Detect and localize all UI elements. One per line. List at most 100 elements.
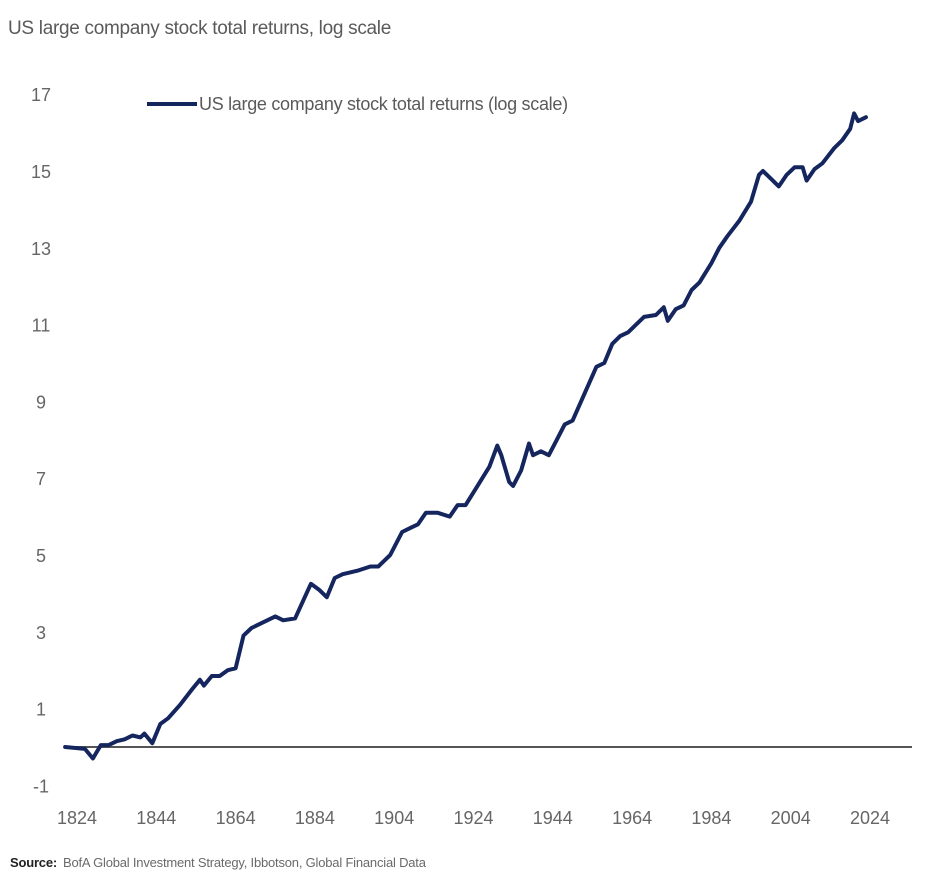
data-point [92,758,94,759]
data-point [211,675,213,677]
data-point [409,527,411,529]
x-tick-label: 2004 [771,808,811,828]
data-point [465,504,467,506]
data-point [457,504,459,506]
data-point [151,742,153,744]
data-point [219,675,221,677]
data-point [548,454,550,456]
data-point [556,439,558,441]
x-tick-label: 1824 [57,808,97,828]
data-point [274,615,276,617]
data-point [500,454,502,456]
data-point [132,735,133,736]
data-point [802,166,804,168]
data-point [100,744,102,746]
data-point [806,180,808,182]
data-point [449,516,451,518]
data-point [496,445,498,447]
data-point [124,738,126,740]
data-point [191,688,193,690]
data-point [603,362,605,364]
data-point [691,289,693,291]
data-point [64,746,66,748]
data-point [437,512,439,514]
data-point [326,596,328,598]
data-point [377,566,379,567]
data-point [667,320,669,322]
data-point [675,308,677,310]
data-point [227,669,229,671]
data-point [243,635,244,637]
data-point [683,304,685,306]
series-group [63,111,868,761]
x-tick-label: 1984 [691,808,731,828]
data-point [310,583,312,585]
data-point [778,185,780,187]
y-axis-ticks: 17 15 13 11 9 7 5 3 1 -1 [31,85,51,796]
source-label: Source: [10,855,58,870]
data-point [572,420,574,422]
source-text: BofA Global Investment Strategy, Ibbotso… [63,855,426,870]
data-point [663,306,665,308]
x-tick-label: 1964 [612,808,652,828]
x-tick-label: 1884 [295,808,335,828]
data-point [235,667,237,669]
data-point [794,166,796,168]
data-point [302,600,304,602]
data-point [710,262,712,264]
y-tick-label: 1 [36,700,46,720]
data-point [584,393,585,395]
data-point [167,717,169,719]
data-point [425,512,427,514]
source-note: Source: BofA Global Investment Strategy, … [10,855,426,870]
data-point [865,116,867,118]
data-point [334,577,336,579]
data-point [699,281,700,283]
data-point [540,450,542,452]
data-point [108,744,110,746]
data-point [488,466,490,468]
data-point [532,454,534,456]
series-line [63,111,868,761]
data-point [833,147,835,149]
data-point [282,619,284,621]
data-point [857,120,859,122]
data-point [786,174,788,176]
data-point [718,247,720,249]
data-point [611,343,613,345]
data-point [750,201,752,203]
data-point [627,331,629,333]
data-point [477,485,478,487]
y-tick-label: 17 [31,85,51,105]
y-tick-label: 3 [36,623,46,643]
y-tick-label: 5 [36,546,46,566]
data-point [853,112,855,114]
data-point [143,733,145,735]
data-point [770,178,772,180]
y-tick-label: 9 [36,392,46,412]
data-point [814,168,815,170]
x-tick-label: 1924 [453,808,493,828]
data-point [635,324,637,326]
data-point [318,589,320,591]
data-point [849,128,851,130]
data-point [841,139,843,141]
data-point [251,627,252,629]
x-tick-label: 1904 [374,808,414,828]
data-point [116,740,118,742]
y-tick-label: 11 [32,316,51,336]
data-point [84,748,86,750]
data-point [762,170,764,172]
data-point [758,174,760,176]
data-point [358,569,359,571]
x-tick-label: 2024 [850,808,890,828]
data-point [369,566,371,567]
x-tick-label: 1944 [533,808,573,828]
data-point [342,573,344,575]
data-point [159,723,161,725]
data-point [528,443,530,445]
data-point [520,470,522,471]
data-point [738,220,740,222]
y-tick-label: 7 [36,469,46,489]
